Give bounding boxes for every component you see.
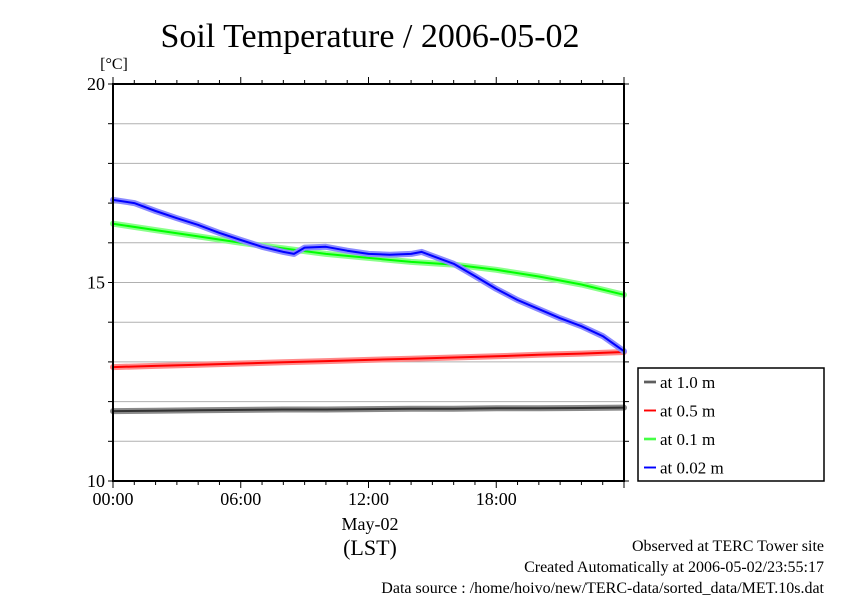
legend-label: at 0.02 m [660, 459, 724, 478]
footer-data-source: Data source : /home/hoivo/new/TERC-data/… [381, 580, 824, 595]
series-line [112, 406, 625, 413]
series-line [112, 222, 625, 296]
x-tick-label: 00:00 [92, 489, 133, 509]
y-tick-labels: 10 15 20 [87, 74, 105, 491]
legend-box [637, 367, 825, 482]
x-tick-labels: 00:00 06:00 12:00 18:00 [92, 489, 516, 509]
legend-label: at 0.1 m [660, 430, 715, 449]
x-tick-label: 18:00 [476, 489, 517, 509]
y-tick-label: 10 [87, 471, 105, 491]
legend-item: at 0.1 m [644, 430, 715, 449]
x-tick-label: 06:00 [220, 489, 261, 509]
series-group [110, 196, 627, 415]
footer-created: Created Automatically at 2006-05-02/23:5… [524, 559, 824, 576]
x-date-label: May-02 [342, 514, 399, 534]
series-at-1-0-m [110, 404, 627, 415]
series-line [112, 351, 625, 369]
y-tick-label: 20 [87, 74, 105, 94]
series-at-0-1-m [110, 220, 627, 298]
footer-observed: Observed at TERC Tower site [632, 538, 824, 555]
gridlines [113, 123, 624, 442]
legend-item: at 0.02 m [644, 459, 724, 478]
legend-label: at 0.5 m [660, 402, 715, 421]
series-at-0-02-m [110, 196, 627, 355]
legend-item: at 0.5 m [644, 402, 715, 421]
chart-title: Soil Temperature / 2006-05-02 [160, 18, 579, 55]
legend-item: at 1.0 m [644, 373, 715, 392]
y-tick-label: 15 [87, 273, 105, 293]
series-at-0-5-m [110, 349, 627, 371]
legend: at 1.0 m at 0.5 m at 0.1 m at 0.02 m [637, 367, 825, 482]
plot-frame [112, 83, 625, 482]
x-tick-label: 12:00 [348, 489, 389, 509]
series-line [112, 198, 625, 353]
x-axis-label: (LST) [343, 535, 397, 560]
y-axis-label: [°C] [100, 56, 128, 73]
legend-label: at 1.0 m [660, 373, 715, 392]
